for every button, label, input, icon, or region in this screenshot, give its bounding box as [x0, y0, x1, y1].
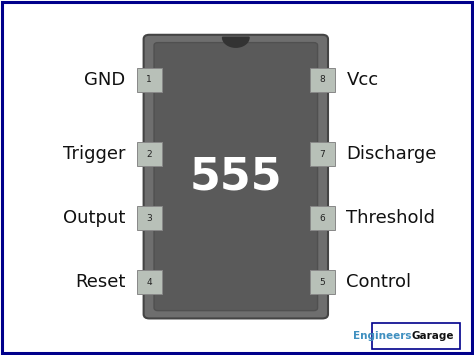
Text: Garage: Garage: [411, 331, 454, 341]
Text: Control: Control: [346, 273, 411, 291]
FancyBboxPatch shape: [137, 142, 162, 166]
FancyBboxPatch shape: [137, 68, 162, 92]
Polygon shape: [222, 37, 249, 47]
Text: 3: 3: [146, 214, 152, 223]
Text: 4: 4: [146, 278, 152, 287]
FancyBboxPatch shape: [310, 270, 335, 294]
FancyBboxPatch shape: [137, 206, 162, 230]
Text: Engineers: Engineers: [353, 331, 411, 341]
Text: Discharge: Discharge: [346, 146, 437, 163]
Text: Reset: Reset: [75, 273, 125, 291]
FancyBboxPatch shape: [372, 323, 460, 349]
Text: Trigger: Trigger: [63, 146, 125, 163]
Text: 8: 8: [319, 75, 325, 84]
Text: Output: Output: [63, 209, 125, 227]
Text: 555: 555: [190, 155, 282, 198]
FancyBboxPatch shape: [144, 35, 328, 318]
Text: 7: 7: [319, 150, 325, 159]
Text: 5: 5: [319, 278, 325, 287]
Text: 2: 2: [146, 150, 152, 159]
FancyBboxPatch shape: [310, 68, 335, 92]
Text: 6: 6: [319, 214, 325, 223]
Text: GND: GND: [84, 71, 125, 89]
FancyBboxPatch shape: [154, 43, 318, 311]
FancyBboxPatch shape: [310, 142, 335, 166]
Text: 1: 1: [146, 75, 152, 84]
Text: Vcc: Vcc: [346, 71, 379, 89]
FancyBboxPatch shape: [310, 206, 335, 230]
FancyBboxPatch shape: [137, 270, 162, 294]
Text: Threshold: Threshold: [346, 209, 436, 227]
